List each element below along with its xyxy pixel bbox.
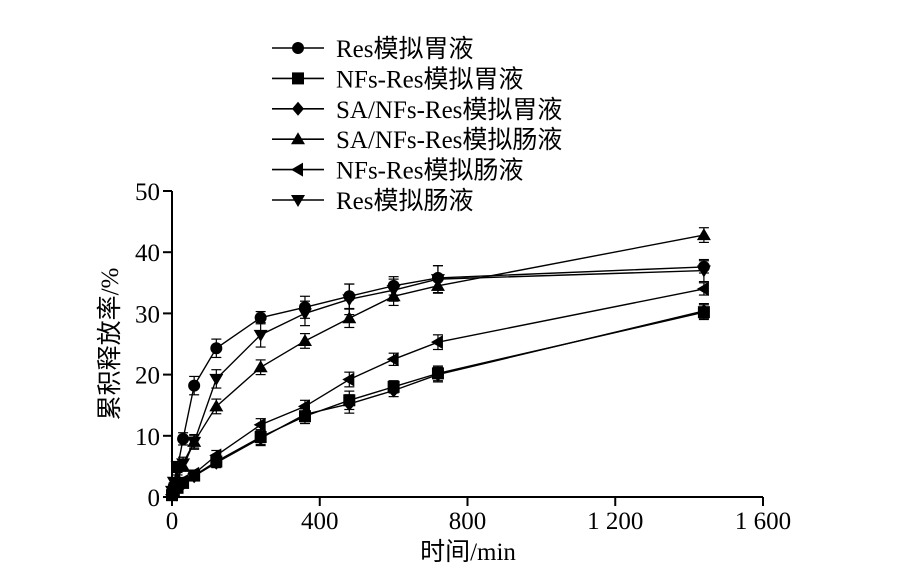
x-axis-title: 时间/min	[420, 538, 516, 566]
legend-item: Res模拟胃液	[272, 35, 474, 63]
x-tick-label: 0	[166, 508, 179, 535]
y-tick-label: 30	[135, 301, 160, 328]
x-tick-label: 1 600	[735, 508, 791, 535]
y-tick-label: 10	[135, 424, 160, 451]
y-tick-label: 50	[135, 179, 160, 206]
data-point	[297, 399, 310, 414]
legend-item: Res模拟肠液	[272, 187, 474, 215]
series-layer	[165, 227, 711, 503]
series-triangle-left	[165, 281, 709, 502]
ticks: 0 10 20 30 40 50 0 400 800 1 200 1 600	[135, 179, 791, 535]
data-point	[696, 281, 709, 296]
data-point	[697, 303, 710, 318]
data-point	[253, 417, 266, 432]
legend-marker	[292, 42, 304, 54]
legend-item: NFs-Res模拟肠液	[272, 157, 524, 185]
legend-label: SA/NFs-Res模拟胃液	[336, 96, 562, 124]
legend-marker	[291, 132, 305, 145]
data-point	[209, 448, 222, 463]
data-point	[696, 228, 711, 241]
y-axis-title: 累积释放率/%	[96, 268, 124, 421]
data-point	[430, 274, 445, 287]
data-point	[387, 383, 400, 398]
legend-marker	[292, 101, 304, 116]
data-point	[188, 379, 201, 392]
data-point	[386, 352, 399, 367]
y-tick-label: 0	[148, 485, 161, 512]
series-triangle-down	[165, 258, 711, 498]
legend-item: NFs-Res模拟胃液	[272, 65, 524, 93]
data-point	[187, 436, 202, 449]
data-point	[342, 294, 357, 307]
data-point	[297, 333, 312, 346]
x-tick-label: 800	[449, 508, 487, 535]
data-point	[176, 474, 189, 489]
legend-marker	[291, 162, 303, 177]
data-point	[166, 476, 181, 489]
data-point	[253, 360, 268, 373]
data-point	[431, 367, 444, 382]
data-point	[254, 311, 267, 324]
legend-label: SA/NFs-Res模拟肠液	[336, 126, 562, 154]
legend-item: SA/NFs-Res模拟胃液	[272, 96, 562, 124]
data-point	[253, 329, 268, 342]
data-point	[254, 431, 267, 446]
legend-label: Res模拟肠液	[336, 187, 474, 215]
data-point	[165, 485, 179, 498]
data-point	[209, 373, 224, 386]
legend-label: Res模拟胃液	[336, 35, 474, 63]
data-point	[297, 308, 312, 321]
x-tick-label: 1 200	[587, 508, 643, 535]
data-point	[342, 372, 355, 387]
legend-label: NFs-Res模拟胃液	[336, 65, 524, 93]
legend-item: SA/NFs-Res模拟肠液	[272, 126, 562, 154]
data-point	[386, 285, 401, 298]
data-point	[176, 458, 191, 471]
y-tick-label: 40	[135, 240, 160, 267]
data-point	[342, 311, 357, 324]
data-point	[209, 399, 224, 412]
data-point	[696, 265, 711, 278]
data-point	[343, 396, 356, 411]
series-line	[171, 288, 705, 495]
x-tick-label: 400	[301, 508, 339, 535]
legend-marker	[292, 72, 304, 85]
data-point	[430, 335, 443, 350]
data-point	[210, 342, 223, 355]
data-point	[187, 466, 200, 481]
legend-label: NFs-Res模拟肠液	[336, 157, 524, 185]
data-point	[177, 432, 190, 445]
legend-marker	[291, 195, 305, 207]
y-tick-label: 20	[135, 363, 160, 390]
series-diamond	[166, 303, 710, 503]
